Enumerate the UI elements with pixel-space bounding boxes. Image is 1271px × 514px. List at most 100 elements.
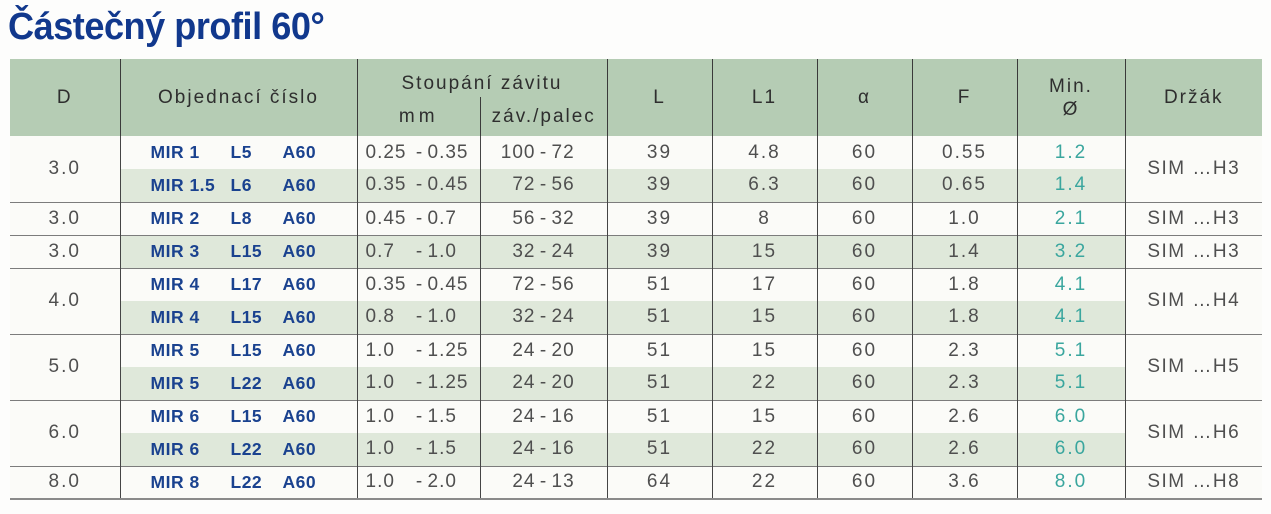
cell-l1: 15 xyxy=(711,234,817,268)
range-min: 0.45 xyxy=(365,207,407,229)
range-dash: - xyxy=(539,405,548,427)
range-dash: - xyxy=(539,306,548,328)
header-holder: Držák xyxy=(1124,59,1262,136)
order-number: MIR 4 L15 A60 xyxy=(151,307,327,328)
order-length: L22 xyxy=(230,471,263,492)
cell-l1: 22 xyxy=(711,433,817,466)
cell-l1: 17 xyxy=(711,267,817,301)
header-f: F xyxy=(911,59,1017,136)
cell-f: 2.3 xyxy=(911,333,1017,367)
cell-l: 39 xyxy=(606,136,712,169)
cell-pitch-tpi: 24-16 xyxy=(479,399,607,433)
table-row: MIR 5 L22 A60 1.0-1.25 24-20 51 22 60 2.3 … xyxy=(10,367,1262,400)
range-max: 1.5 xyxy=(427,438,457,460)
header-pitch-tpi: záv./palec xyxy=(480,97,607,136)
cell-l: 51 xyxy=(606,399,712,433)
range-min: 32 xyxy=(512,240,536,262)
cell-min-diameter: 2.1 xyxy=(1016,201,1125,235)
holder-code: SIM …H3 xyxy=(1147,207,1241,229)
cell-f: 1.8 xyxy=(911,267,1017,301)
table-row: MIR 6 L22 A60 1.0-1.5 24-16 51 22 60 2.6 6… xyxy=(10,433,1262,466)
cell-f: 0.55 xyxy=(911,136,1017,169)
range-min: 72 xyxy=(512,273,536,295)
header-l1: L1 xyxy=(711,59,817,136)
cell-alpha: 60 xyxy=(816,465,912,500)
range-max: 20 xyxy=(551,339,575,361)
range-dash: - xyxy=(415,273,424,295)
range-min: 72 xyxy=(512,174,536,196)
range-dash: - xyxy=(539,273,548,295)
table-row: 8.0 MIR 8 L22 A60 1.0-2.0 24-13 64 22 60 3… xyxy=(10,465,1262,500)
range-dash: - xyxy=(415,339,424,361)
order-length: L22 xyxy=(230,372,263,393)
thread-pitch-subheaders: mm záv./palec xyxy=(358,97,607,136)
range-dash: - xyxy=(415,174,424,196)
table-row: MIR 1.5 L6 A60 0.35-0.45 72-56 39 6.3 60 0… xyxy=(10,169,1262,202)
order-angle: A60 xyxy=(282,274,317,295)
order-number: MIR 6 L15 A60 xyxy=(151,406,327,427)
range-dash: - xyxy=(539,372,548,394)
cell-order-number: MIR 2 L8 A60 xyxy=(119,201,357,235)
header-alpha: α xyxy=(816,59,912,136)
cell-l1: 8 xyxy=(711,201,817,235)
cell-alpha: 60 xyxy=(816,136,912,169)
range-min: 1.0 xyxy=(365,372,395,394)
cell-holder: SIM …H5 xyxy=(1124,333,1262,400)
cell-pitch-mm: 0.25-0.35 xyxy=(356,136,480,169)
range-dash: - xyxy=(539,207,548,229)
pitch-tpi-range: 56-32 xyxy=(498,208,590,230)
cell-alpha: 60 xyxy=(816,399,912,433)
cell-pitch-mm: 0.7-1.0 xyxy=(356,234,480,268)
range-dash: - xyxy=(539,174,548,196)
cell-l: 51 xyxy=(606,333,712,367)
range-min: 1.0 xyxy=(365,471,395,493)
cell-pitch-mm: 1.0-1.25 xyxy=(356,333,480,367)
order-angle: A60 xyxy=(282,438,317,459)
cell-order-number: MIR 5 L22 A60 xyxy=(119,367,357,400)
cell-d: 5.0 xyxy=(10,333,120,400)
cell-alpha: 60 xyxy=(816,267,912,301)
cell-min-diameter: 4.1 xyxy=(1016,267,1125,301)
cell-alpha: 60 xyxy=(816,169,912,202)
order-number: MIR 4 L17 A60 xyxy=(151,274,327,295)
thread-pitch-title: Stoupání závitu xyxy=(401,73,563,94)
pitch-mm-range: 1.0-1.5 xyxy=(366,406,478,428)
pitch-mm-range: 0.35-0.45 xyxy=(366,174,478,196)
cell-l1: 15 xyxy=(711,333,817,367)
pitch-tpi-range: 32-24 xyxy=(498,306,590,328)
range-min: 1.0 xyxy=(365,339,395,361)
product-table: D Objednací číslo Stoupání závitu mm záv… xyxy=(10,59,1262,500)
cell-l1: 6.3 xyxy=(711,169,817,202)
order-model: MIR 4 xyxy=(150,306,200,327)
cell-l1: 22 xyxy=(711,367,817,400)
range-min: 0.35 xyxy=(365,174,407,196)
cell-order-number: MIR 1.5 L6 A60 xyxy=(119,169,357,202)
cell-pitch-tpi: 24-16 xyxy=(479,433,607,466)
order-length: L15 xyxy=(230,406,263,427)
order-model: MIR 2 xyxy=(150,208,200,228)
holder-code: SIM …H6 xyxy=(1147,422,1241,443)
pitch-mm-range: 1.0-1.25 xyxy=(366,340,478,362)
order-model: MIR 1.5 xyxy=(150,174,216,195)
order-number: MIR 2 L8 A60 xyxy=(151,208,327,229)
cell-l: 64 xyxy=(606,465,712,500)
range-min: 0.25 xyxy=(365,141,407,163)
cell-min-diameter: 1.4 xyxy=(1016,169,1125,202)
cell-holder: SIM …H6 xyxy=(1124,399,1262,466)
cell-f: 1.4 xyxy=(911,234,1017,268)
min-diameter-label: Min. Ø xyxy=(1018,75,1125,121)
cell-f: 1.0 xyxy=(911,201,1017,235)
table-row: 3.0 MIR 1 L5 A60 0.25-0.35 100-72 39 4.8 6… xyxy=(10,136,1262,202)
cell-order-number: MIR 6 L22 A60 xyxy=(119,433,357,466)
cell-f: 0.65 xyxy=(911,169,1017,202)
range-max: 56 xyxy=(551,273,575,295)
holder-code: SIM …H8 xyxy=(1147,471,1241,493)
cell-order-number: MIR 4 L15 A60 xyxy=(119,301,357,334)
table-body: 3.0 MIR 1 L5 A60 0.25-0.35 100-72 39 4.8 6… xyxy=(10,136,1262,500)
cell-pitch-mm: 0.8-1.0 xyxy=(356,301,480,334)
cell-d: 3.0 xyxy=(10,136,120,202)
header-d: D xyxy=(10,59,120,136)
cell-l: 51 xyxy=(606,367,712,400)
cell-f: 2.6 xyxy=(911,399,1017,433)
cell-min-diameter: 3.2 xyxy=(1016,234,1125,268)
